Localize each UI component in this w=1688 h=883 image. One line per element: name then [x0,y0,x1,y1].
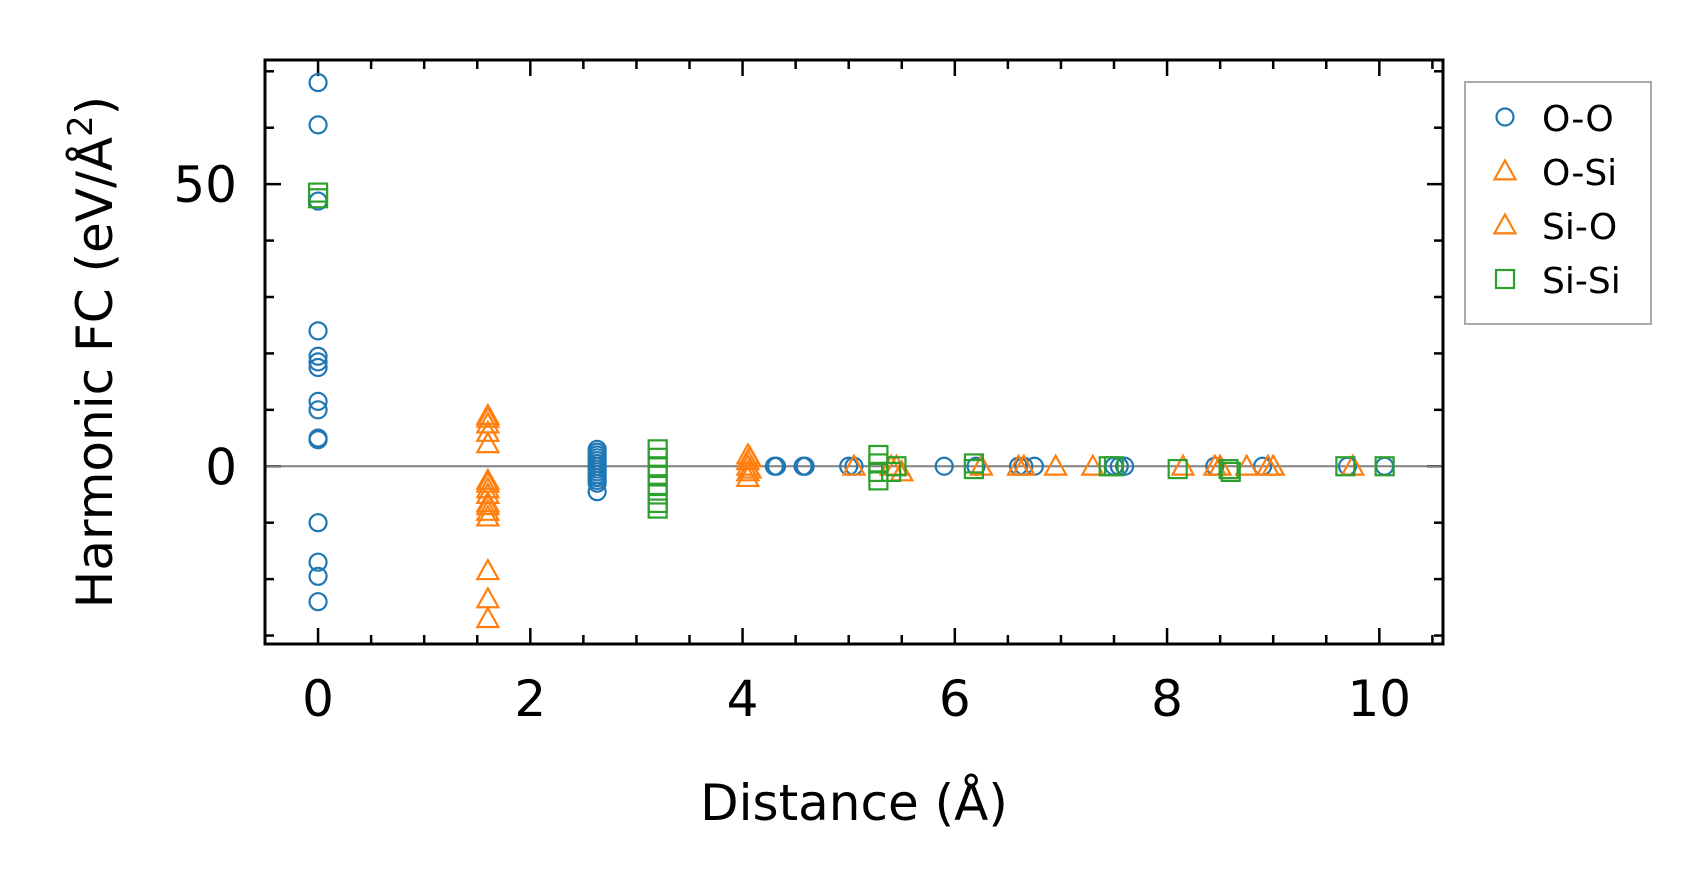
data-point [475,402,501,425]
data-point [1167,458,1188,480]
data-point [475,498,501,521]
data-point [308,357,328,378]
data-point [737,445,763,468]
data-point [881,461,902,483]
x-tick-label: 6 [939,670,971,728]
data-point [308,391,328,411]
legend-marker [1492,158,1518,181]
data-point [1220,461,1241,483]
data-point [587,482,607,502]
data-point [1218,458,1239,480]
data-point [968,453,994,476]
data-point [475,504,501,527]
data-point [934,456,954,476]
data-point [475,470,501,493]
data-point [308,552,328,572]
data-point [1335,456,1356,477]
data-point [647,498,668,519]
x-tick-label: 8 [1151,670,1183,728]
data-point [587,473,607,493]
y-axis-label-close: ) [66,96,124,116]
x-tick-label: 4 [727,670,759,728]
data-point [1011,453,1037,476]
data-point [308,346,328,366]
legend: O-O O-Si Si-O Si-Si [1464,81,1652,325]
data-point [886,456,907,477]
data-point [307,188,329,209]
legend-label: Si-Si [1542,261,1621,302]
data-point [766,456,787,476]
data-point [1234,453,1260,476]
legend-entry: O-O [1495,99,1614,140]
data-point [1043,453,1069,476]
legend-marker [1495,107,1515,127]
data-point [1115,456,1135,476]
series-si-si [307,182,1395,519]
x-tick-label: 2 [514,670,546,728]
data-point [889,459,915,482]
data-point [308,566,328,586]
y-axis-label-superscript: 2 [61,115,101,137]
data-point [475,605,501,629]
data-point [647,464,668,485]
y-tick-label: 50 [173,156,237,214]
data-point [475,467,501,490]
legend-marker [1494,268,1516,290]
data-point [308,321,328,341]
data-point [475,430,501,454]
data-point [475,405,501,428]
x-axis-label: Distance (Å) [700,774,1008,832]
legend-label: O-Si [1542,153,1617,194]
data-point [1374,456,1395,477]
y-axis-label-main: Harmonic FC (eV/Å [66,137,124,608]
data-point [308,592,328,612]
data-point [475,557,501,581]
data-point [1170,453,1196,476]
legend-label: O-O [1542,99,1614,140]
data-point [308,115,328,135]
data-point [963,458,985,480]
data-point [308,72,328,93]
x-tick-label: 0 [302,670,334,728]
data-point [1080,453,1106,476]
data-point [1103,456,1125,477]
legend-label: Si-O [1542,207,1617,248]
data-point [795,456,815,476]
legend-entry: O-Si [1492,153,1617,194]
data-point [841,453,867,476]
data-point [308,513,328,533]
data-point [475,492,501,516]
y-axis-label: Harmonic FC (eV/Å2) [61,96,124,608]
data-point [1260,453,1286,476]
legend-entry: Si-Si [1494,261,1621,302]
data-point [475,490,501,513]
data-point [308,352,328,372]
data-point [737,456,763,479]
data-point [475,419,501,442]
x-tick-label: 10 [1348,670,1412,728]
data-point [308,430,328,450]
plot-frame [263,58,1445,646]
y-tick-label: 0 [205,438,237,496]
data-point [308,400,328,420]
legend-entry: Si-O [1492,207,1617,248]
legend-marker [1492,212,1518,235]
